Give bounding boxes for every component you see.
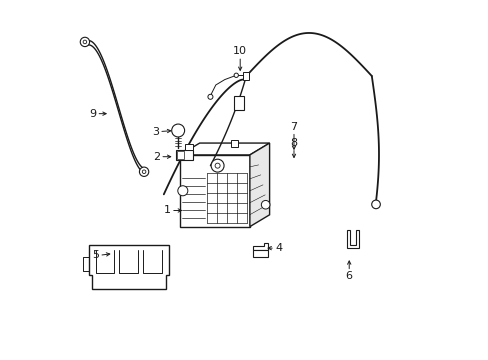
Bar <box>177 151 183 159</box>
Polygon shape <box>253 243 267 250</box>
Text: 5: 5 <box>92 250 99 260</box>
Text: 2: 2 <box>153 152 160 162</box>
Bar <box>233 96 244 110</box>
Circle shape <box>371 200 380 209</box>
Circle shape <box>234 73 238 77</box>
Polygon shape <box>249 143 269 226</box>
Bar <box>176 149 192 160</box>
Polygon shape <box>180 155 249 226</box>
Circle shape <box>80 37 89 46</box>
Polygon shape <box>253 250 267 257</box>
Bar <box>230 140 238 147</box>
Circle shape <box>207 94 212 99</box>
Text: 6: 6 <box>345 271 352 282</box>
Circle shape <box>139 167 148 176</box>
Text: 1: 1 <box>163 206 171 216</box>
Polygon shape <box>180 143 269 155</box>
Polygon shape <box>88 244 169 289</box>
Circle shape <box>83 40 86 44</box>
Circle shape <box>215 163 220 168</box>
Circle shape <box>261 201 269 209</box>
Polygon shape <box>346 230 359 248</box>
Text: 10: 10 <box>233 46 247 56</box>
Text: 3: 3 <box>152 127 159 136</box>
Circle shape <box>178 186 187 196</box>
Text: 4: 4 <box>274 243 282 253</box>
Circle shape <box>142 170 145 174</box>
Text: 7: 7 <box>290 122 297 132</box>
Bar <box>185 144 192 150</box>
Circle shape <box>211 159 224 172</box>
Circle shape <box>171 124 184 137</box>
Text: 8: 8 <box>290 138 297 148</box>
Text: 9: 9 <box>89 109 96 119</box>
Bar <box>243 72 249 80</box>
